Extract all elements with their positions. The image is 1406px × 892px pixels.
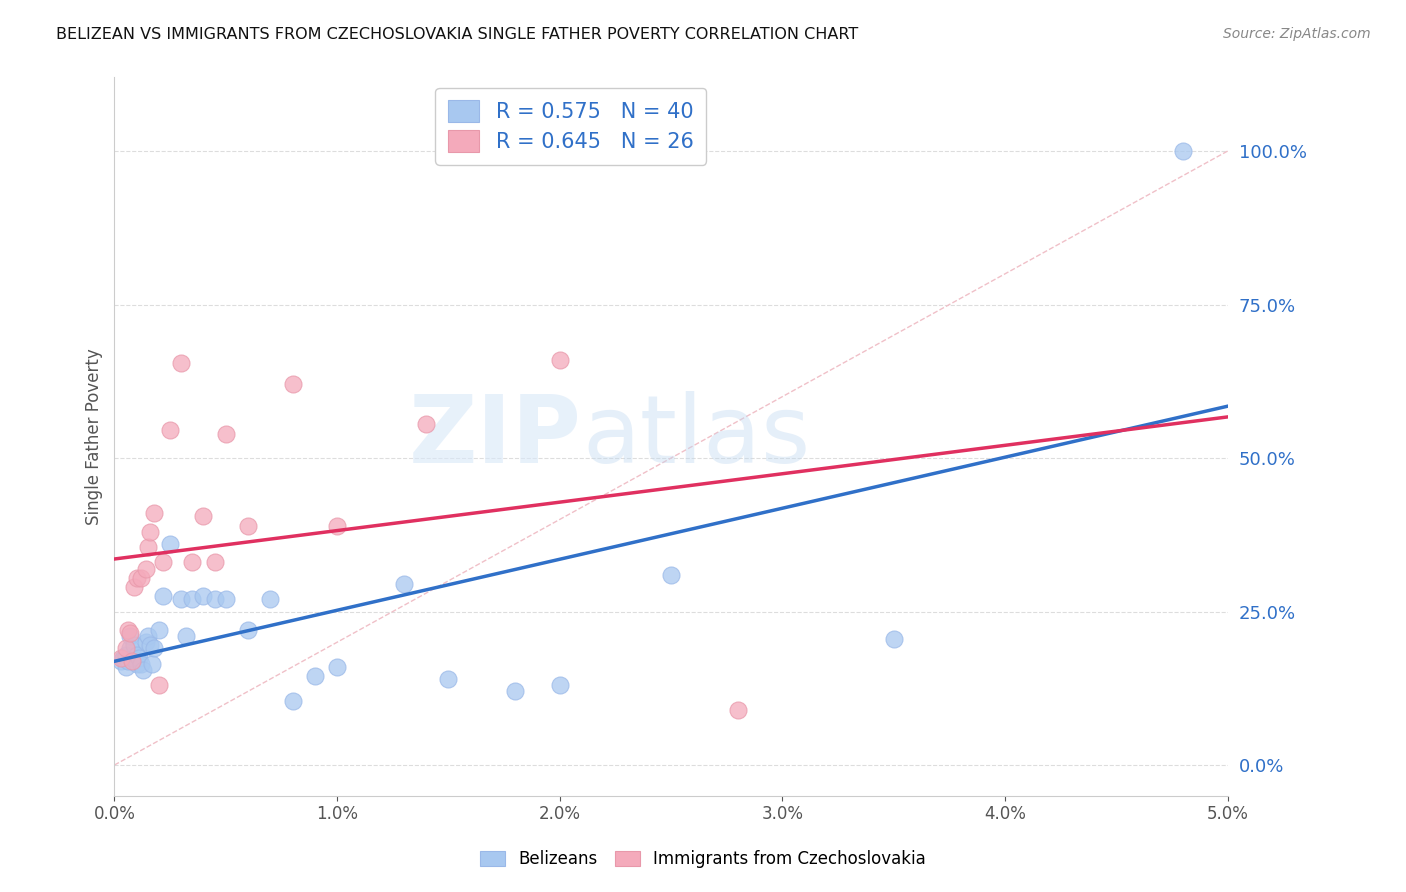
Point — [135, 635, 157, 649]
Point — [139, 524, 162, 539]
Point — [326, 660, 349, 674]
Point — [152, 556, 174, 570]
Point — [139, 638, 162, 652]
Point — [159, 537, 181, 551]
Point — [503, 684, 526, 698]
Point — [129, 657, 152, 671]
Text: ZIP: ZIP — [409, 391, 582, 483]
Text: Source: ZipAtlas.com: Source: ZipAtlas.com — [1223, 27, 1371, 41]
Point — [170, 592, 193, 607]
Point — [1171, 144, 1194, 158]
Point — [143, 641, 166, 656]
Point — [159, 424, 181, 438]
Point — [129, 571, 152, 585]
Point — [193, 509, 215, 524]
Point — [117, 654, 139, 668]
Point — [125, 571, 148, 585]
Point — [118, 626, 141, 640]
Point — [727, 703, 749, 717]
Point — [170, 356, 193, 370]
Point — [392, 577, 415, 591]
Point — [118, 641, 141, 656]
Point — [135, 561, 157, 575]
Point — [117, 623, 139, 637]
Point — [204, 556, 226, 570]
Point — [128, 650, 150, 665]
Point — [148, 678, 170, 692]
Legend: R = 0.575   N = 40, R = 0.645   N = 26: R = 0.575 N = 40, R = 0.645 N = 26 — [436, 87, 706, 165]
Point — [548, 678, 571, 692]
Point — [281, 377, 304, 392]
Point — [174, 629, 197, 643]
Point — [281, 693, 304, 707]
Legend: Belizeans, Immigrants from Czechoslovakia: Belizeans, Immigrants from Czechoslovaki… — [474, 844, 932, 875]
Point — [437, 672, 460, 686]
Point — [259, 592, 281, 607]
Text: BELIZEAN VS IMMIGRANTS FROM CZECHOSLOVAKIA SINGLE FATHER POVERTY CORRELATION CHA: BELIZEAN VS IMMIGRANTS FROM CZECHOSLOVAK… — [56, 27, 859, 42]
Point — [236, 518, 259, 533]
Point — [415, 417, 437, 432]
Point — [236, 623, 259, 637]
Point — [304, 669, 326, 683]
Point — [125, 657, 148, 671]
Point — [121, 654, 143, 668]
Point — [215, 426, 238, 441]
Point — [125, 648, 148, 662]
Point — [143, 506, 166, 520]
Point — [114, 660, 136, 674]
Point — [114, 648, 136, 662]
Point — [659, 567, 682, 582]
Point — [181, 556, 204, 570]
Point — [548, 352, 571, 367]
Point — [141, 657, 163, 671]
Point — [215, 592, 238, 607]
Point — [148, 623, 170, 637]
Point — [112, 650, 135, 665]
Point — [110, 650, 132, 665]
Point — [193, 589, 215, 603]
Point — [883, 632, 905, 647]
Y-axis label: Single Father Poverty: Single Father Poverty — [86, 348, 103, 525]
Point — [110, 654, 132, 668]
Point — [136, 629, 159, 643]
Point — [118, 629, 141, 643]
Point — [132, 663, 155, 677]
Point — [124, 580, 146, 594]
Point — [181, 592, 204, 607]
Point — [136, 540, 159, 554]
Point — [204, 592, 226, 607]
Point — [124, 638, 146, 652]
Point — [114, 641, 136, 656]
Point — [152, 589, 174, 603]
Text: atlas: atlas — [582, 391, 810, 483]
Point — [326, 518, 349, 533]
Point — [121, 650, 143, 665]
